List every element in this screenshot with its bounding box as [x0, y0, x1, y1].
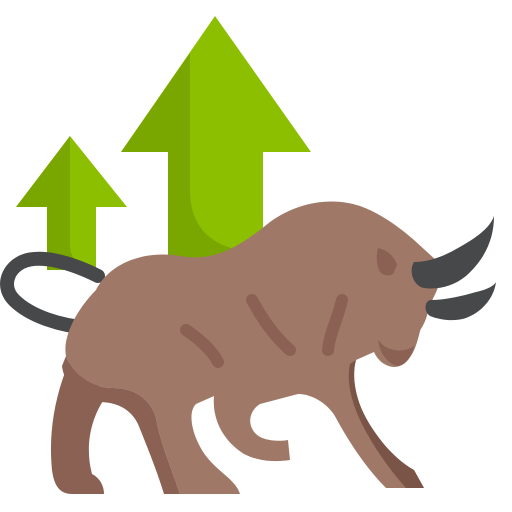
- small-up-arrow-icon: [16, 136, 127, 270]
- bull-body-icon: [51, 201, 441, 494]
